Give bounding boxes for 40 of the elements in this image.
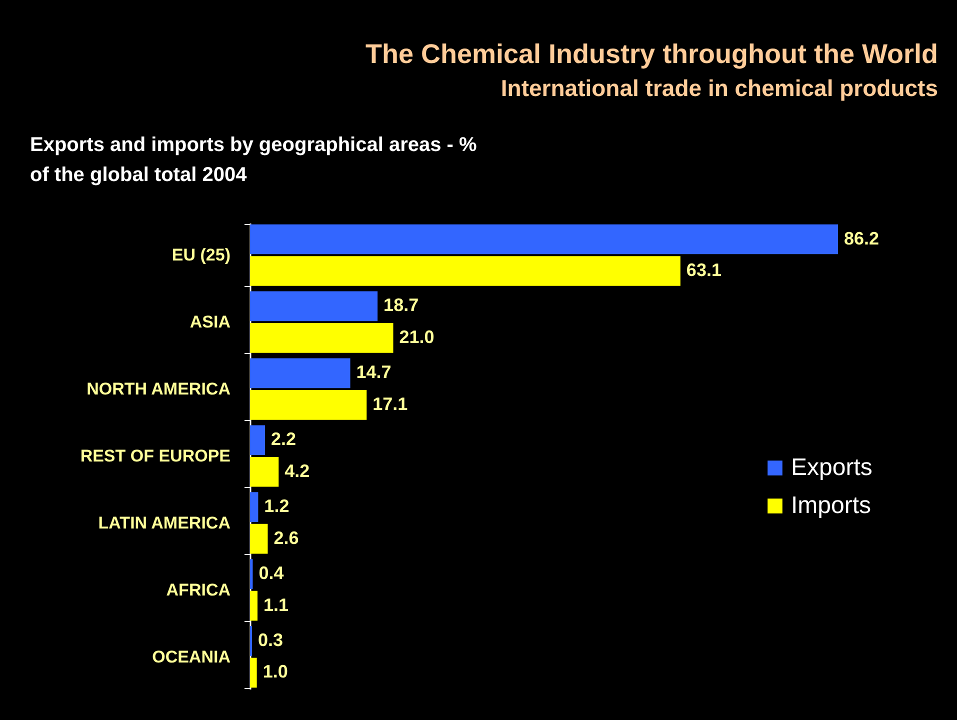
y-tick-label: NORTH AMERICA bbox=[86, 380, 230, 399]
bar bbox=[250, 224, 838, 254]
chart-title: The Chemical Industry throughout the World bbox=[366, 39, 938, 69]
bar bbox=[250, 559, 253, 589]
data-label: 2.2 bbox=[271, 429, 296, 450]
text: of the global total 2004 bbox=[30, 164, 248, 186]
y-tick-label: AFRICA bbox=[166, 580, 230, 600]
bar bbox=[250, 256, 680, 286]
bar bbox=[250, 390, 367, 420]
data-label: 21.0 bbox=[399, 326, 434, 347]
chart-subtitle: International trade in chemical products bbox=[500, 75, 938, 101]
data-label: 18.7 bbox=[384, 295, 419, 316]
data-label: 1.1 bbox=[264, 594, 289, 615]
y-tick-label: OCEANIA bbox=[152, 647, 230, 666]
y-tick-label: EU (25) bbox=[172, 246, 230, 265]
data-label: 14.7 bbox=[356, 362, 392, 382]
bar bbox=[250, 291, 378, 322]
y-tick-label: REST OF EUROPE bbox=[80, 446, 230, 466]
bar bbox=[250, 590, 258, 621]
bar bbox=[250, 425, 266, 456]
y-tick-label: ASIA bbox=[190, 312, 230, 332]
data-label: 86.2 bbox=[844, 228, 880, 248]
bar bbox=[250, 358, 350, 388]
bar bbox=[250, 524, 268, 554]
data-label: 1.2 bbox=[264, 496, 290, 516]
bar bbox=[250, 323, 394, 353]
data-label: 17.1 bbox=[372, 394, 408, 414]
bar bbox=[250, 658, 257, 688]
data-label: 1.0 bbox=[262, 662, 288, 682]
y-tick-label: LATIN AMERICA bbox=[98, 513, 230, 532]
bar bbox=[250, 492, 258, 522]
legend-label: Exports bbox=[791, 454, 872, 481]
data-label: 63.1 bbox=[686, 260, 722, 280]
data-label: 0.4 bbox=[258, 563, 284, 584]
data-label: 0.3 bbox=[258, 630, 284, 650]
bar bbox=[250, 456, 279, 487]
data-label: 4.2 bbox=[284, 460, 310, 481]
text: Exports and imports by geographical areas - % bbox=[30, 134, 478, 156]
data-label: 2.6 bbox=[274, 528, 299, 548]
legend-label: Imports bbox=[791, 492, 872, 519]
